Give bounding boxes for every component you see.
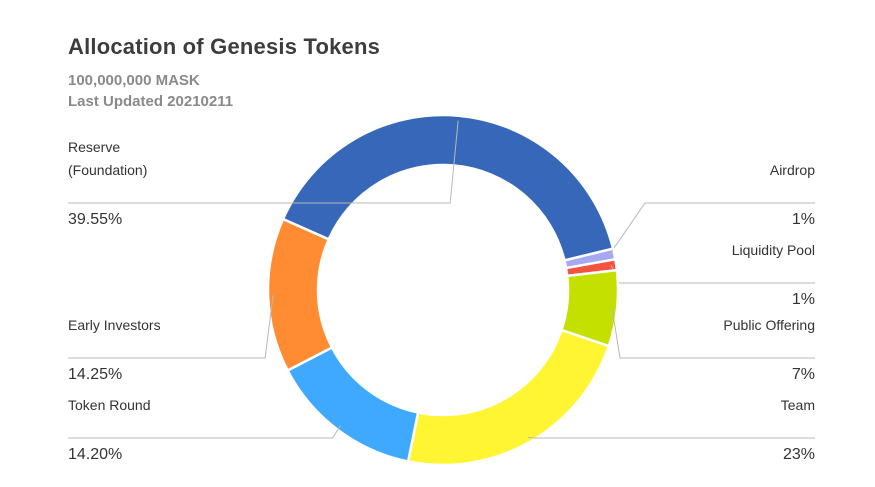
slice-value-text: 7%: [792, 366, 815, 383]
slice-label-text: Early Investors: [68, 317, 161, 333]
label-token-round: Token Round 14.20%: [68, 397, 341, 463]
label-public-offering: Public Offering 7%: [611, 307, 815, 383]
slice-label-text: (Foundation): [68, 162, 147, 178]
slice-value-text: 1%: [792, 291, 815, 308]
slice-reserve-foundation: [281, 113, 615, 262]
slice-label-text: Airdrop: [770, 162, 815, 178]
token-supply: 100,000,000 MASK: [68, 72, 200, 89]
slice-token-round: [285, 345, 420, 463]
slice-value-text: 14.20%: [68, 446, 122, 463]
leader-line: [68, 120, 459, 204]
leader-line: [608, 202, 815, 256]
leader-line: [527, 436, 815, 439]
last-updated: Last Updated 20210211: [68, 93, 234, 110]
chart-title: Allocation of Genesis Tokens: [68, 34, 381, 59]
slice-value-text: 39.55%: [68, 211, 122, 228]
slice-label-text: Liquidity Pool: [732, 242, 815, 258]
slice-label-text: Team: [781, 397, 815, 413]
slice-value-text: 14.25%: [68, 366, 122, 383]
label-early-investors: Early Investors 14.25%: [68, 295, 274, 383]
slice-early-investors: [266, 217, 334, 373]
slice-label-text: Reserve: [68, 139, 120, 155]
leader-line: [611, 307, 815, 359]
slice-label-text: Token Round: [68, 397, 151, 413]
slice-value-text: 1%: [792, 211, 815, 228]
label-team: Team 23%: [527, 397, 815, 463]
slice-label-text: Public Offering: [723, 317, 815, 333]
label-reserve-foundation: Reserve (Foundation) 39.55%: [68, 120, 459, 228]
leader-line: [68, 295, 274, 359]
label-airdrop: Airdrop 1%: [608, 162, 815, 256]
slice-team: [406, 328, 611, 467]
leader-line: [68, 425, 341, 439]
label-liquidity-pool: Liquidity Pool 1%: [610, 242, 815, 308]
slice-value-text: 23%: [783, 446, 815, 463]
leader-line: [610, 265, 815, 284]
